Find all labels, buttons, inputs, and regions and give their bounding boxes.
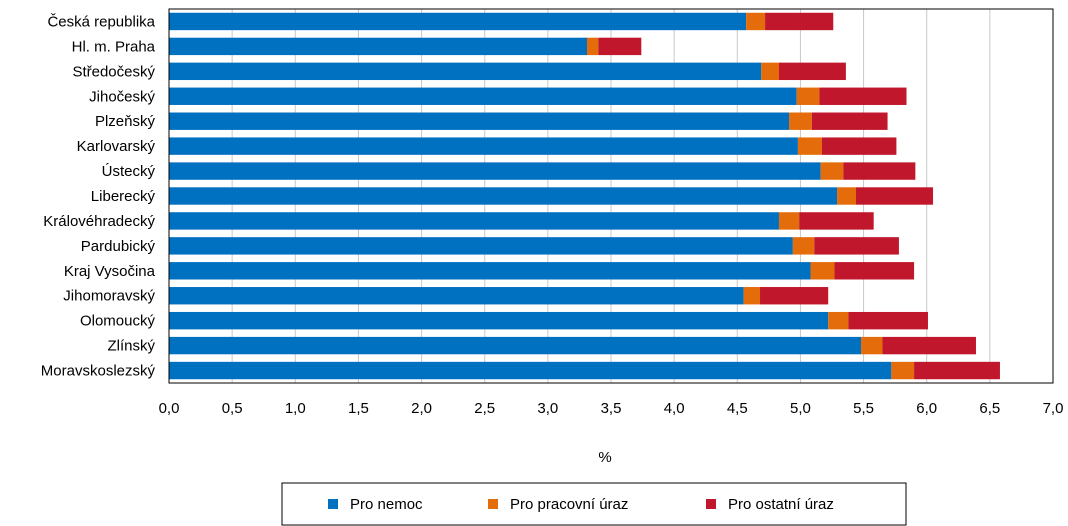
bar-segment xyxy=(814,237,899,255)
x-tick-label: 2,5 xyxy=(474,400,495,417)
category-label: Olomoucký xyxy=(80,313,156,330)
legend-box xyxy=(281,482,907,526)
x-tick-label: 2,0 xyxy=(411,400,432,417)
bar-segment xyxy=(760,287,829,305)
category-label: Karlovarský xyxy=(77,138,156,155)
bar-segment xyxy=(169,112,790,130)
bar-segment xyxy=(891,361,915,380)
bar-segment xyxy=(789,112,812,130)
bar-segment xyxy=(765,12,834,31)
bar-segment xyxy=(169,87,797,105)
bar-segment xyxy=(169,262,811,280)
bar-segment xyxy=(169,162,821,180)
bar-segment xyxy=(169,311,829,330)
category-labels: Česká republika Hl. m. Praha Středočeský Ji… xyxy=(41,13,156,379)
category-label: Královéhradecký xyxy=(43,213,155,230)
bar-segment xyxy=(169,37,588,56)
category-label: Kraj Vysočina xyxy=(64,263,156,280)
bar-segment xyxy=(848,311,928,330)
bar-segment xyxy=(169,12,747,31)
bar-segment xyxy=(843,162,916,180)
bar-segment xyxy=(587,37,599,56)
x-tick-label: 1,0 xyxy=(285,400,306,417)
category-label: Hl. m. Praha xyxy=(72,38,156,55)
category-label: Zlínský xyxy=(107,338,155,355)
bar-segment xyxy=(169,287,744,305)
bars xyxy=(169,12,1000,380)
bar-segment xyxy=(169,237,793,255)
x-tick-label: 0,5 xyxy=(222,400,243,417)
category-label: Jihomoravský xyxy=(63,288,155,305)
bar-segment xyxy=(169,137,798,155)
bar-segment xyxy=(169,212,779,230)
category-label: Jihočeský xyxy=(89,88,155,105)
legend-label: Pro pracovní úraz xyxy=(510,496,628,513)
bar-segment xyxy=(837,187,856,205)
x-tick-label: 3,0 xyxy=(537,400,558,417)
x-tick-label: 0,0 xyxy=(159,400,180,417)
bar-segment xyxy=(821,137,897,155)
x-tick-label: 6,5 xyxy=(979,400,1000,417)
x-tick-label: 6,0 xyxy=(916,400,937,417)
bar-segment xyxy=(169,62,762,81)
x-tick-label: 5,5 xyxy=(853,400,874,417)
x-tick-label: 5,0 xyxy=(790,400,811,417)
bar-segment xyxy=(169,187,838,205)
bar-segment xyxy=(761,62,779,81)
category-label: Česká republika xyxy=(47,13,155,30)
bar-segment xyxy=(820,162,844,180)
x-tick-label: 1,5 xyxy=(348,400,369,417)
legend-label: Pro ostatní úraz xyxy=(728,496,834,513)
bar-segment xyxy=(169,361,892,380)
bar-segment xyxy=(792,237,815,255)
category-label: Pardubický xyxy=(81,238,156,255)
x-tick-label: 3,5 xyxy=(601,400,622,417)
bar-segment xyxy=(855,187,934,205)
bar-segment xyxy=(796,87,820,105)
category-label: Plzeňský xyxy=(95,113,156,130)
category-label: Moravskoslezský xyxy=(41,363,156,380)
category-label: Liberecký xyxy=(91,188,156,205)
bar-segment xyxy=(882,336,976,355)
legend-label: Pro nemoc xyxy=(350,496,423,513)
bar-segment xyxy=(799,212,874,230)
x-tick-labels: 0,0 0,5 1,0 1,5 2,0 2,5 3,0 3,5 4,0 4,5 5,0 5,5 6,0 6… xyxy=(159,400,1064,417)
bar-segment xyxy=(743,287,761,305)
bar-segment xyxy=(861,336,883,355)
bar-segment xyxy=(778,62,846,81)
legend-swatch xyxy=(488,499,498,509)
bar-segment xyxy=(169,336,862,355)
x-tick-label: 4,5 xyxy=(727,400,748,417)
bar-segment xyxy=(914,361,1000,380)
bar-segment xyxy=(778,212,800,230)
bar-segment xyxy=(598,37,642,56)
legend: Pro nemoc Pro pracovní úraz Pro ostatní úr… xyxy=(281,482,907,526)
category-label: Ústecký xyxy=(102,163,156,180)
category-label: Středočeský xyxy=(72,63,155,80)
bar-segment xyxy=(811,112,888,130)
legend-swatch xyxy=(328,499,338,509)
x-tick-label: 4,0 xyxy=(664,400,685,417)
bar-segment xyxy=(819,87,907,105)
plot-frame xyxy=(168,8,1054,384)
x-axis-title: % xyxy=(598,449,611,466)
bar-segment xyxy=(810,262,835,280)
bar-segment xyxy=(746,12,766,31)
bar-segment xyxy=(797,137,822,155)
legend-swatch xyxy=(706,499,716,509)
bar-segment xyxy=(828,311,849,330)
x-tick-label: 7,0 xyxy=(1043,400,1064,417)
bar-segment xyxy=(834,262,915,280)
